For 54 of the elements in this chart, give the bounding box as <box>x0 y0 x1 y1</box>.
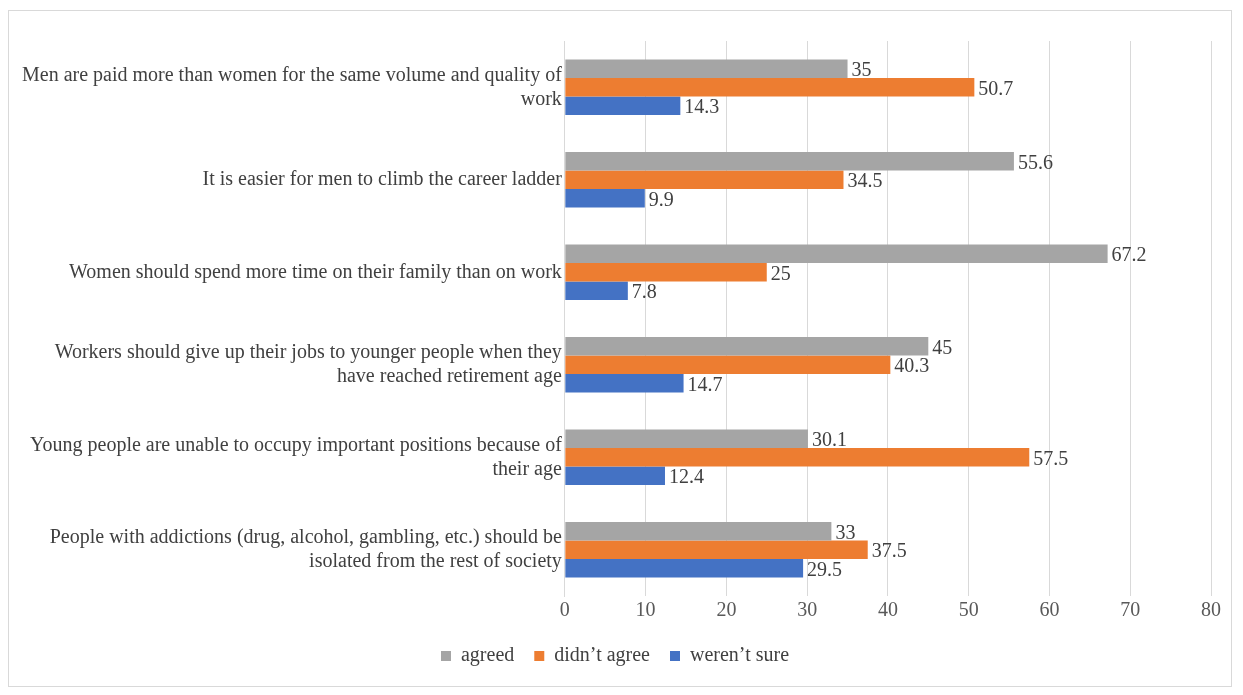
data-label: 35 <box>851 58 872 80</box>
data-label: 40.3 <box>894 354 930 376</box>
bar <box>565 337 929 356</box>
bar <box>565 374 684 393</box>
y-tick-label: People with addictions (drug, alcohol, gambling, etc.) should be isolated from the rest of society <box>49 525 562 572</box>
data-label: 37.5 <box>871 539 907 561</box>
data-label: 12.4 <box>668 465 704 487</box>
data-label: 7.8 <box>631 280 657 302</box>
legend-label: didn’t agree <box>554 643 651 667</box>
x-tick-label: 70 <box>1120 598 1141 621</box>
bar <box>565 78 975 97</box>
data-label: 55.6 <box>1017 150 1053 173</box>
x-tick-label: 20 <box>716 598 737 621</box>
data-label: 45 <box>932 335 953 358</box>
data-label: 9.9 <box>648 187 674 210</box>
y-tick-label: Men are paid more than women for the same volume and quality of work <box>21 62 563 109</box>
data-label: 30.1 <box>811 428 847 450</box>
x-tick-label: 0 <box>559 598 570 621</box>
bar <box>565 522 832 541</box>
x-tick-label: 10 <box>635 598 656 621</box>
bar <box>565 355 891 374</box>
bar <box>565 59 848 78</box>
bar <box>565 244 1108 263</box>
bar <box>565 466 665 485</box>
data-label: 67.2 <box>1111 243 1147 265</box>
x-tick-label: 50 <box>958 598 979 621</box>
data-label: 50.7 <box>978 76 1014 99</box>
bar <box>565 448 1030 467</box>
bar <box>565 189 645 208</box>
bar <box>565 559 804 578</box>
bar <box>565 281 628 300</box>
bar <box>565 152 1014 171</box>
bar <box>565 429 808 448</box>
bar <box>565 540 868 559</box>
legend-label: agreed <box>460 643 515 667</box>
data-label: 25 <box>770 261 791 284</box>
x-tick-label: 30 <box>797 598 818 621</box>
data-label: 57.5 <box>1033 446 1069 469</box>
y-tick-label: It is easier for men to climb the career ladder <box>202 167 563 189</box>
data-label: 33 <box>835 520 856 543</box>
x-tick-label: 80 <box>1201 598 1221 621</box>
data-label: 29.5 <box>807 557 843 580</box>
data-label: 14.7 <box>687 372 723 395</box>
bar <box>565 96 681 115</box>
legend-label: weren’t sure <box>689 643 790 666</box>
x-tick-label: 40 <box>877 598 898 621</box>
y-tick-label: Young people are unable to occupy important positions because of their age <box>30 432 563 480</box>
x-tick-label: 60 <box>1039 598 1060 621</box>
data-label: 34.5 <box>847 169 883 191</box>
y-tick-label: Workers should give up their jobs to younger people when they have reached retirement age <box>54 340 562 387</box>
data-label: 14.3 <box>684 95 720 117</box>
bar <box>565 263 767 282</box>
y-tick-label: Women should spend more time on their family than on work <box>69 259 562 283</box>
bar <box>565 170 844 189</box>
